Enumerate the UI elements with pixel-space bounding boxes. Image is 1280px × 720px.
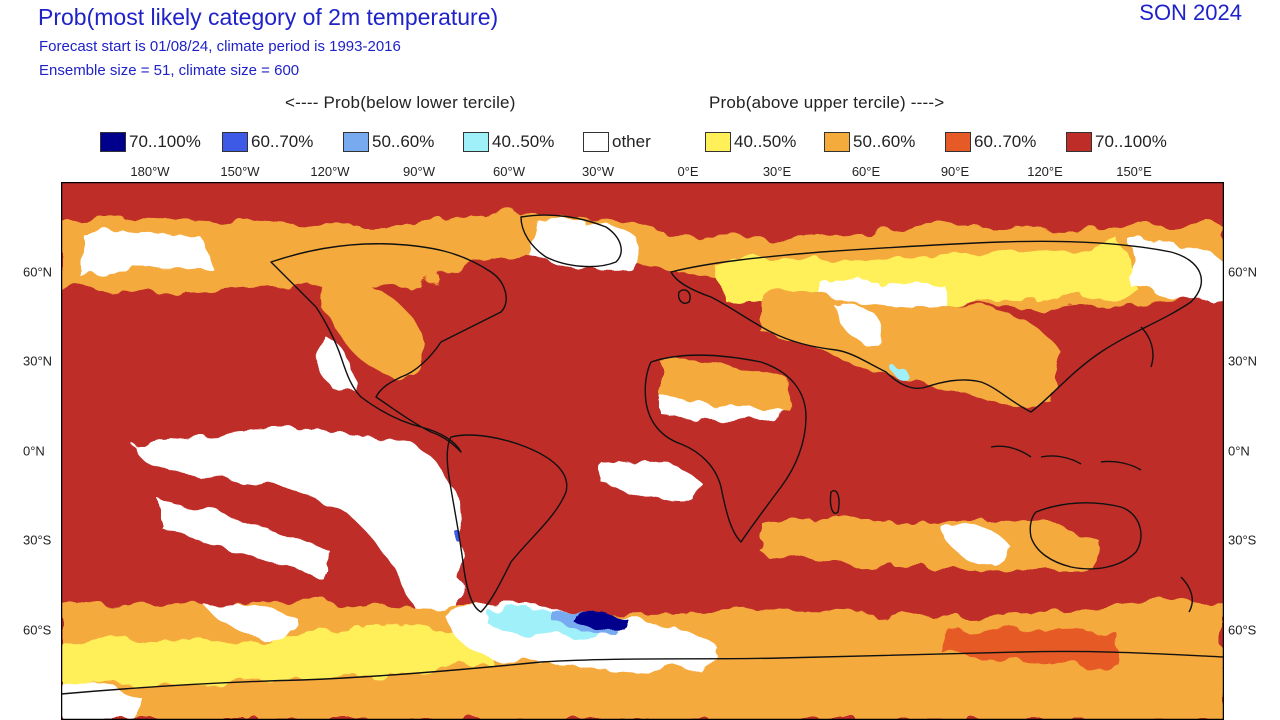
legend-item: other [583, 131, 651, 153]
region-indian-orange [761, 518, 1101, 574]
coast-new-zealand [1180, 576, 1193, 613]
forecast-info: Forecast start is 01/08/24, climate peri… [39, 38, 401, 55]
legend-swatch [824, 132, 850, 152]
longitude-label: 180°W [130, 164, 170, 179]
region-asia-orange [761, 291, 1061, 405]
color-legend: 70..100% 60..70% 50..60% 40..50% other 40..50… [0, 131, 1280, 155]
legend-swatch [463, 132, 489, 152]
coast-antarctica [61, 650, 1224, 695]
region-pacific-white [131, 431, 463, 632]
legend-label: 40..50% [734, 132, 797, 151]
region-eurasia-yellow [711, 242, 1141, 311]
region-namerica-white [315, 332, 357, 392]
coast-greenland [520, 214, 622, 268]
legend-swatch [583, 132, 609, 152]
below-tercile-header: <---- Prob(below lower tercile) [285, 93, 516, 112]
latitude-label: 60°N [23, 264, 53, 280]
latitude-label: 30°N [23, 353, 53, 369]
world-map [61, 182, 1224, 720]
region-africa-white [661, 397, 781, 424]
latitude-label: 0°N [1228, 443, 1250, 459]
region-sahara-orange [661, 361, 791, 409]
legend-swatch [222, 132, 248, 152]
longitude-label: 120°W [310, 164, 350, 179]
map-title: Prob(most likely category of 2m temperat… [38, 4, 499, 30]
legend-swatch [705, 132, 731, 152]
region-south-red-east [941, 627, 1121, 664]
above-tercile-header: Prob(above upper tercile) ----> [709, 93, 945, 112]
region-asia-white [831, 301, 883, 345]
region-atlantic-white [601, 460, 701, 503]
coast-eurasia [670, 240, 1202, 413]
legend-item: 70..100% [1066, 131, 1167, 153]
region-south-band-yellow [61, 627, 491, 686]
ensemble-info: Ensemble size = 51, climate size = 600 [39, 62, 300, 79]
latitude-label: 30°N [1228, 353, 1258, 369]
region-india-light [892, 365, 907, 379]
coast-madagascar [829, 490, 840, 514]
legend-swatch [100, 132, 126, 152]
region-south-white-west [201, 600, 301, 642]
coast-north-america [270, 243, 507, 453]
longitude-label: 90°E [940, 164, 970, 179]
legend-label: 50..60% [853, 132, 916, 151]
region-pacific-white-south [161, 502, 331, 577]
legend-swatch [945, 132, 971, 152]
region-indian-white [941, 525, 1011, 562]
legend-label: 60..70% [974, 132, 1037, 151]
legend-item: 50..60% [343, 131, 434, 153]
longitude-label: 60°E [851, 164, 881, 179]
region-antarctic-white [61, 680, 141, 720]
region-south-blue-dark [571, 611, 629, 629]
longitude-label: 60°W [493, 164, 525, 179]
legend-label: other [612, 132, 651, 151]
latitude-label: 30°S [23, 532, 52, 548]
legend-item: 40..50% [705, 131, 796, 153]
legend-item: 60..70% [222, 131, 313, 153]
season-label: SON 2024 [1139, 0, 1242, 25]
longitude-label: 30°E [762, 164, 792, 179]
longitude-label: 150°W [220, 164, 260, 179]
legend-label: 40..50% [492, 132, 555, 151]
coast-indonesia [990, 445, 1142, 471]
region-north-white [81, 229, 211, 277]
latitude-label: 60°S [1228, 622, 1257, 638]
legend-label: 50..60% [372, 132, 435, 151]
longitude-label: 120°E [1027, 164, 1063, 179]
latitude-label: 60°S [23, 622, 52, 638]
legend-label: 60..70% [251, 132, 314, 151]
coast-uk [677, 289, 691, 304]
latitude-label: 30°S [1228, 532, 1257, 548]
legend-item: 40..50% [463, 131, 554, 153]
legend-item: 60..70% [945, 131, 1036, 153]
legend-item: 70..100% [100, 131, 201, 153]
legend-item: 50..60% [824, 131, 915, 153]
longitude-label: 150°E [1116, 164, 1152, 179]
legend-swatch [1066, 132, 1092, 152]
legend-label: 70..100% [1095, 132, 1167, 151]
legend-label: 70..100% [129, 132, 201, 151]
coast-africa [644, 354, 807, 543]
region-namerica-orange [321, 272, 424, 378]
coast-japan [1140, 326, 1154, 368]
coast-south-america [446, 434, 568, 613]
longitude-label: 0°E [677, 164, 699, 179]
legend-swatch [343, 132, 369, 152]
latitude-label: 60°N [1228, 264, 1258, 280]
coast-australia [1029, 502, 1142, 570]
longitude-label: 90°W [403, 164, 435, 179]
coastlines [61, 214, 1224, 695]
latitude-label: 0°N [23, 443, 45, 459]
longitude-label: 30°W [582, 164, 614, 179]
